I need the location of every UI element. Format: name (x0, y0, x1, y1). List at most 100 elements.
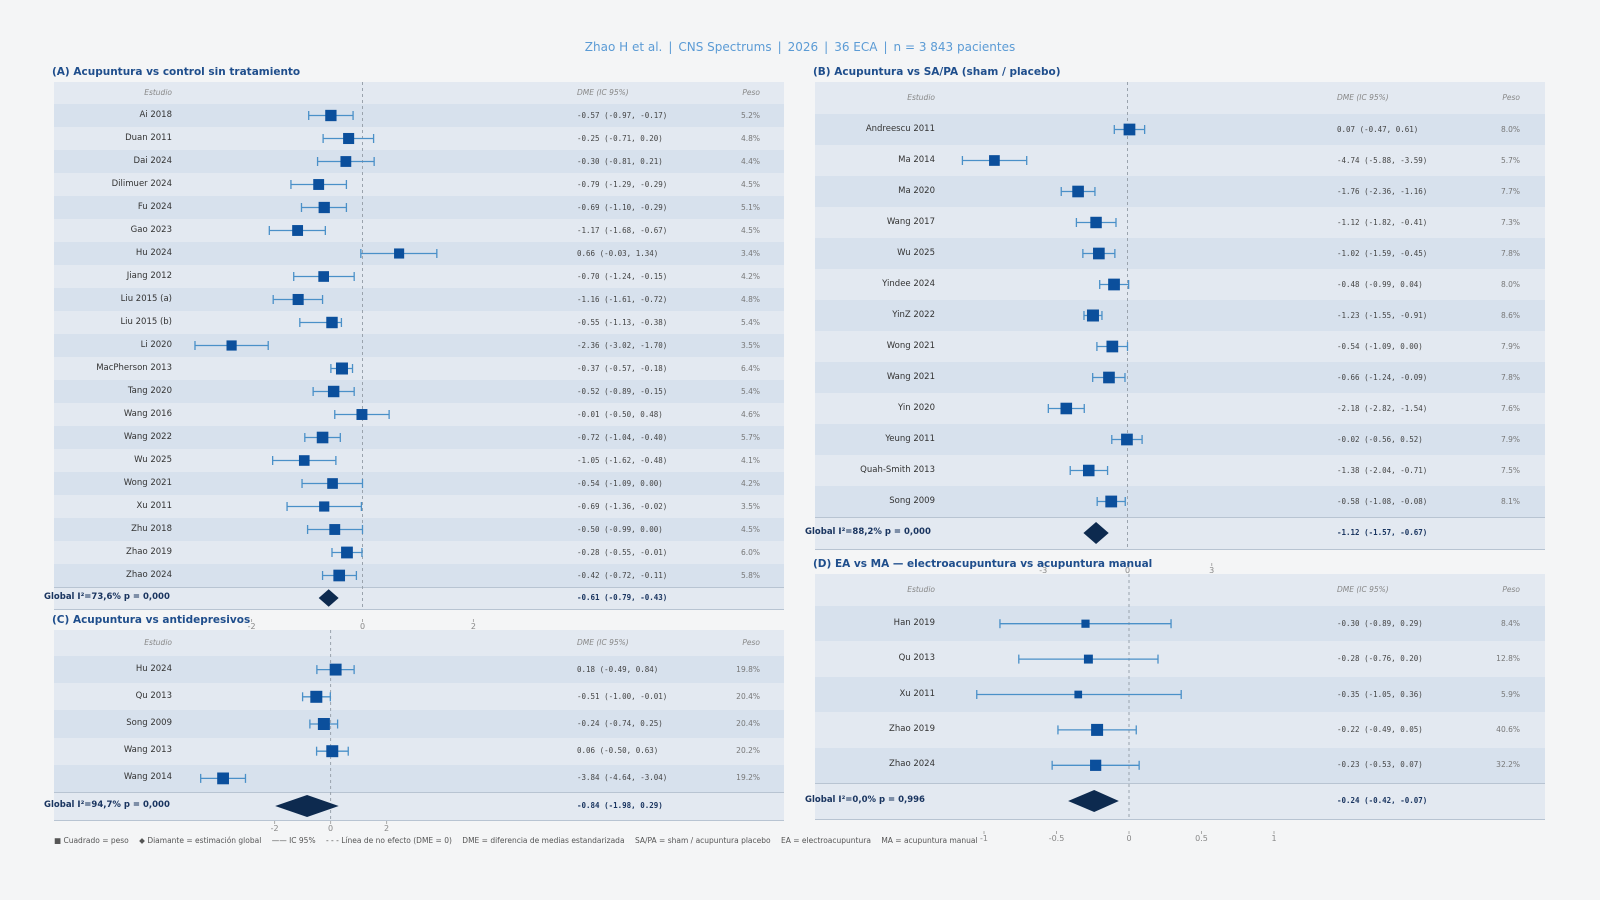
study-label: Ma 2020 (898, 185, 935, 196)
row-band (815, 238, 1545, 269)
study-estimate: -2.18 (-2.82, -1.54) (1337, 403, 1428, 413)
study-estimate: -0.72 (-1.04, -0.40) (577, 432, 668, 442)
study-estimate: -0.28 (-0.76, 0.20) (1337, 654, 1423, 664)
row-band (54, 196, 784, 219)
study-estimate: -0.28 (-0.55, -0.01) (577, 547, 668, 557)
study-label: Zhao 2019 (889, 723, 935, 734)
column-header-weight: Peso (1502, 585, 1520, 594)
study-estimate: 0.18 (-0.49, 0.84) (577, 664, 659, 674)
global-label: Global I²=88,2% p = 0,000 (805, 527, 931, 537)
legend-ci: —— IC 95% (271, 836, 316, 845)
global-separator (54, 587, 784, 588)
study-label: Liu 2015 (a) (120, 293, 172, 304)
study-estimate: -1.38 (-2.04, -0.71) (1337, 465, 1428, 475)
global-label: Global I²=73,6% p = 0,000 (44, 592, 170, 602)
row-band (815, 362, 1545, 393)
global-separator (54, 792, 784, 793)
panel-title-b: (B) Acupuntura vs SA/PA (sham / placebo) (813, 66, 1061, 78)
row-band (815, 114, 1545, 145)
study-label: Fu 2024 (137, 201, 172, 212)
column-header-study: Estudio (907, 93, 935, 102)
study-weight: 8.4% (1500, 618, 1520, 628)
x-tick-label: 0 (328, 824, 334, 833)
header-trials: 36 ECA (834, 40, 878, 54)
study-label: MacPherson 2013 (96, 362, 172, 373)
legend-ea: EA = electroacupuntura (781, 836, 871, 845)
row-band (815, 176, 1545, 207)
study-weight: 5.8% (740, 570, 760, 580)
study-estimate: -0.54 (-1.09, 0.00) (577, 478, 663, 488)
study-weight: 20.4% (736, 691, 760, 701)
study-estimate: -0.48 (-0.99, 0.04) (1337, 279, 1423, 289)
study-weight: 4.5% (740, 179, 760, 189)
study-estimate: 0.66 (-0.03, 1.34) (577, 248, 659, 258)
study-weight: 3.5% (740, 501, 760, 511)
study-weight: 5.1% (740, 202, 760, 212)
x-tick-label: 0.5 (1195, 834, 1208, 843)
study-label: Song 2009 (126, 718, 172, 728)
study-estimate: -3.84 (-4.64, -3.04) (577, 773, 668, 783)
study-weight: 5.4% (740, 386, 760, 396)
study-label: Song 2009 (889, 495, 935, 506)
x-tick-label: 0 (1126, 834, 1132, 843)
study-label: Wong 2021 (886, 340, 935, 351)
study-label: Zhao 2024 (889, 759, 935, 770)
row-band (815, 300, 1545, 331)
column-header-study: Estudio (144, 638, 172, 647)
study-estimate: -0.37 (-0.57, -0.18) (577, 363, 668, 373)
study-weight: 7.8% (1500, 372, 1520, 382)
x-tick-label: -2 (270, 824, 279, 833)
column-header-estimate: DME (IC 95%) (1337, 585, 1389, 594)
row-band (54, 472, 784, 495)
study-weight: 5.2% (740, 110, 760, 120)
row-band (54, 104, 784, 127)
study-estimate: -0.42 (-0.72, -0.11) (577, 570, 668, 580)
row-band (54, 334, 784, 357)
study-estimate: -0.35 (-1.05, 0.36) (1337, 689, 1423, 699)
panel-title-c: (C) Acupuntura vs antidepresivos (52, 614, 251, 626)
study-label: Hu 2024 (135, 663, 172, 674)
panel-bottom-border (815, 819, 1545, 820)
column-header-study: Estudio (144, 88, 172, 97)
study-weight: 8.1% (1500, 496, 1520, 506)
study-estimate: -0.58 (-1.08, -0.08) (1337, 496, 1428, 506)
panel-title-a: (A) Acupuntura vs control sin tratamient… (52, 66, 301, 78)
row-band (815, 424, 1545, 455)
study-label: Yeung 2011 (885, 433, 935, 444)
study-label: Li 2020 (140, 339, 172, 350)
study-label: Xu 2011 (899, 688, 935, 699)
header-patients: n = 3 843 pacientes (893, 40, 1016, 54)
study-weight: 7.6% (1500, 403, 1520, 413)
study-label: Duan 2011 (125, 132, 172, 143)
legend-square: ■ Cuadrado = peso (54, 836, 129, 845)
study-estimate: -2.36 (-3.02, -1.70) (577, 340, 668, 350)
study-estimate: -1.23 (-1.55, -0.91) (1337, 310, 1428, 320)
panel-title-d: (D) EA vs MA — electroacupuntura vs acup… (813, 558, 1153, 570)
study-weight: 4.1% (740, 455, 760, 465)
row-band (54, 518, 784, 541)
study-weight: 7.9% (1500, 341, 1520, 351)
study-label: Han 2019 (893, 617, 935, 628)
study-label: Ai 2018 (139, 109, 172, 120)
study-label: Wang 2022 (123, 431, 172, 442)
study-label: Quah-Smith 2013 (860, 464, 935, 475)
global-separator (815, 517, 1545, 518)
x-tick-label: -3 (1039, 566, 1048, 575)
global-estimate: -0.61 (-0.79, -0.43) (577, 593, 668, 602)
study-label: Andreescu 2011 (865, 123, 935, 134)
study-label: Wong 2021 (123, 477, 172, 488)
x-tick-label: 2 (384, 824, 390, 833)
global-estimate: -0.24 (-0.42, -0.07) (1337, 796, 1428, 805)
row-band (54, 656, 784, 684)
study-weight: 4.8% (740, 133, 760, 143)
study-label: Dai 2024 (133, 155, 172, 166)
x-tick-label: -1 (980, 834, 988, 843)
figure-header: Zhao H et al. | CNS Spectrums | 2026 | 36 ECA |… (584, 40, 1016, 54)
study-weight: 4.6% (740, 409, 760, 419)
study-weight: 6.0% (740, 547, 760, 557)
study-estimate: -1.02 (-1.59, -0.45) (1337, 248, 1428, 258)
study-weight: 7.3% (1500, 217, 1520, 227)
study-estimate: 0.07 (-0.47, 0.61) (1337, 124, 1419, 134)
study-weight: 3.4% (740, 248, 760, 258)
study-weight: 7.9% (1500, 434, 1520, 444)
